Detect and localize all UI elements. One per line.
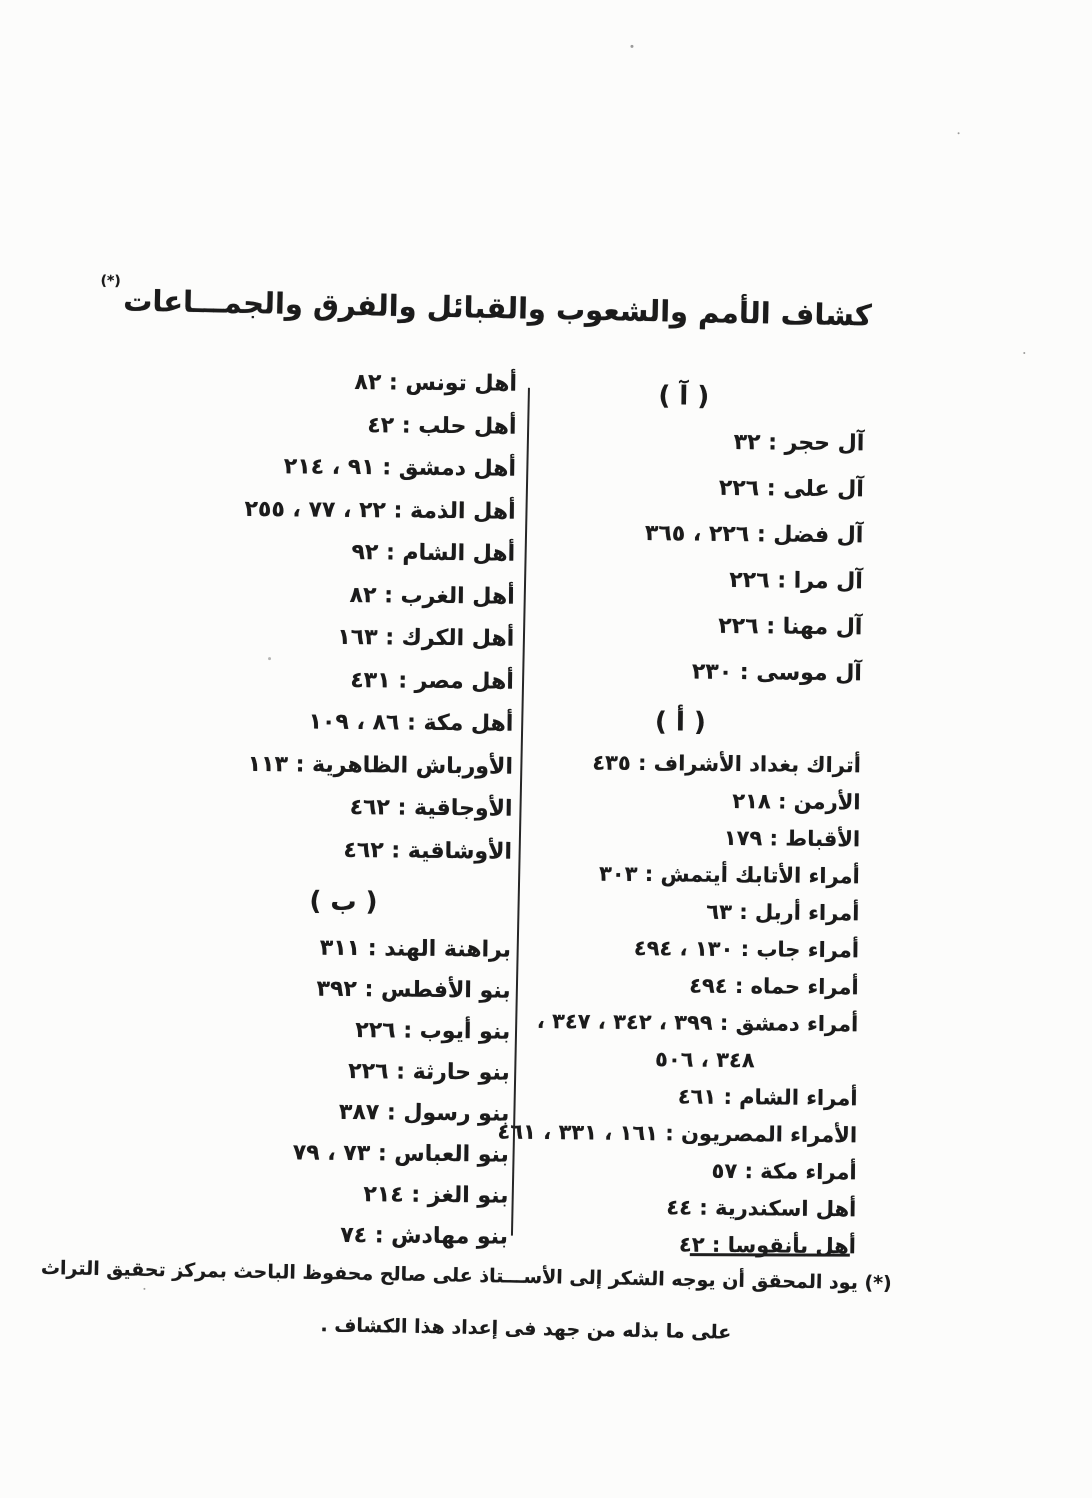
index-entry: أهل حلب : ٤٢ bbox=[368, 412, 518, 440]
index-column-right: ( آ ) آل حجر : ٣٢ آل على : ٢٢٦ آل فضل : … bbox=[495, 372, 866, 1266]
index-entry: أهل الذمة : ٢٢ ، ٧٧ ، ٢٥٥ bbox=[245, 496, 517, 525]
footnote-line: على ما بذله من جهد فى إعداد هذا الكشاف . bbox=[321, 1314, 733, 1344]
index-entry: آل حجر : ٣٢ bbox=[734, 429, 866, 457]
index-entry: بنو الغز : ٢١٤ bbox=[364, 1182, 510, 1209]
index-entry: أمراء جاب : ١٣٠ ، ٤٩٤ bbox=[634, 935, 861, 963]
index-entry: بنو الأفطس : ٣٩٢ bbox=[317, 976, 512, 1004]
scan-speck bbox=[269, 657, 273, 661]
index-entry: أمراء الأتابك أيتمش : ٣٠٣ bbox=[599, 861, 861, 889]
index-entry: بنو أيوب : ٢٢٦ bbox=[356, 1018, 512, 1045]
index-entry: الأقباط : ١٧٩ bbox=[724, 825, 862, 852]
index-entry: الأمراء المصريون : ١٦١ ، ٣٣١ ، ٤٦١ bbox=[498, 1119, 859, 1148]
index-entry: بنو حارثة : ٢٢٦ bbox=[349, 1058, 511, 1086]
index-entry: آل على : ٢٢٦ bbox=[719, 475, 865, 503]
section-ba: ( ب ) براهنة الهند : ٣١١ بنو الأفطس : ٣٩… bbox=[173, 874, 513, 1257]
footnote-marker: (*) bbox=[101, 273, 122, 290]
section-alif-continued: أهل تونس : ٨٢ أهل حلب : ٤٢ أهل دمشق : ٩١… bbox=[177, 360, 518, 873]
index-entry: أمراء مكة : ٥٧ bbox=[712, 1158, 858, 1185]
section-header-alif: ( أ ) bbox=[655, 707, 707, 738]
scan-speck bbox=[144, 1287, 147, 1290]
index-entry: براهنة الهند : ٣١١ bbox=[320, 935, 513, 963]
index-entry: أهل الغرب : ٨٢ bbox=[350, 582, 516, 610]
section-alif-madda: ( آ ) آل حجر : ٣٢ آل على : ٢٢٦ آل فضل : … bbox=[501, 372, 866, 698]
index-entry: آل فضل : ٢٢٦ ، ٣٦٥ bbox=[645, 521, 865, 549]
index-entry: أهل مصر : ٤٣١ bbox=[351, 667, 515, 695]
section-header-ba: ( ب ) bbox=[310, 886, 379, 918]
scan-speck bbox=[958, 132, 961, 135]
index-entry: بنو مهادش : ٧٤ bbox=[341, 1222, 510, 1250]
index-entry: آل موسى : ٢٣٠ bbox=[692, 659, 864, 687]
scan-speck bbox=[1024, 351, 1027, 355]
index-entry: أهل الشام : ٩٢ bbox=[352, 539, 517, 567]
page-title: كشاف الأمم والشعوب والقبائل والفرق والجم… bbox=[101, 273, 873, 332]
index-entry: أهل مكة : ٨٦ ، ١٠٩ bbox=[309, 709, 515, 737]
title-text: كشاف الأمم والشعوب والقبائل والفرق والجم… bbox=[123, 283, 873, 333]
index-entry: أهل بأنقوسا : ٤٢ bbox=[679, 1232, 858, 1259]
index-entry: أهل اسكندرية : ٤٤ bbox=[667, 1195, 858, 1222]
index-entry: أمراء حماه : ٤٩٤ bbox=[690, 973, 860, 1000]
footnote: (*) يود المحقق أن يوجه الشكر إلى الأســـ… bbox=[42, 1255, 893, 1350]
index-entry: أمراء أربل : ٦٣ bbox=[707, 899, 861, 926]
index-entry: بنو العباس : ٧٣ ، ٧٩ bbox=[293, 1140, 510, 1168]
index-entry-continuation: ٣٤٨ ، ٥٠٦ bbox=[655, 1047, 756, 1073]
index-entry: الأرمن : ٢١٨ bbox=[733, 788, 862, 815]
footnote-divider-rule bbox=[690, 1253, 851, 1257]
index-entry: الأورباش الظاهرية : ١١٣ bbox=[248, 751, 515, 780]
index-entry: أهل دمشق : ٩١ ، ٢١٤ bbox=[284, 454, 518, 482]
index-entry: أهل تونس : ٨٢ bbox=[355, 369, 519, 397]
index-entry: آل مرا : ٢٢٦ bbox=[730, 567, 865, 595]
index-entry: أتراك بغداد الأشراف : ٤٣٥ bbox=[593, 750, 863, 778]
index-column-left: أهل تونس : ٨٢ أهل حلب : ٤٢ أهل دمشق : ٩١… bbox=[173, 360, 518, 1257]
index-entry: الأوشاقية : ٤٦٢ bbox=[344, 837, 514, 865]
index-entry: بنو رسول : ٣٨٧ bbox=[339, 1099, 511, 1127]
section-alif: ( أ ) أتراك بغداد الأشراف : ٤٣٥ الأرمن :… bbox=[495, 698, 863, 1266]
index-entry: الأوجاقية : ٤٦٢ bbox=[350, 794, 514, 822]
section-header-alif-madda: ( آ ) bbox=[659, 381, 711, 412]
scan-speck bbox=[631, 44, 635, 48]
index-entry: أمراء دمشق : ٣٩٩ ، ٣٤٢ ، ٣٤٧ ، bbox=[537, 1008, 860, 1037]
index-entry: أهل الكرك : ١٦٣ bbox=[338, 624, 516, 652]
index-entry: أمراء الشام : ٤٦١ bbox=[678, 1084, 859, 1111]
index-entry: آل مهنا : ٢٢٦ bbox=[719, 613, 864, 641]
